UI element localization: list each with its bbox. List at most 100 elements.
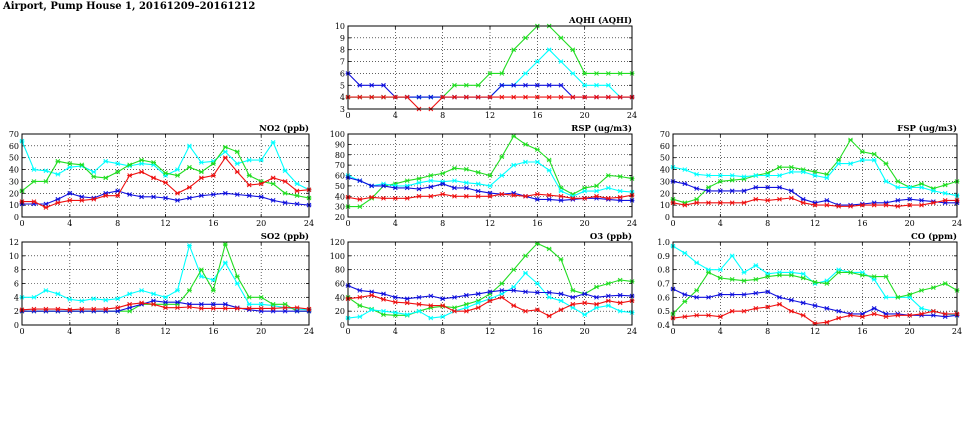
data-point	[55, 171, 61, 177]
data-point	[706, 188, 711, 194]
data-point	[381, 94, 386, 100]
data-point	[558, 35, 564, 41]
data-point	[79, 162, 85, 168]
data-point	[222, 149, 228, 155]
data-point	[187, 164, 192, 170]
data-point	[499, 173, 505, 178]
y-tick-label: 0	[665, 213, 670, 222]
data-point	[222, 241, 228, 247]
plot-frame	[347, 133, 633, 218]
data-point	[570, 305, 576, 311]
data-point	[617, 71, 623, 76]
series-red	[345, 191, 635, 202]
data-point	[392, 185, 398, 191]
data-point	[381, 291, 386, 297]
data-point	[357, 294, 363, 300]
data-point	[753, 263, 759, 268]
data-point	[282, 305, 288, 311]
data-point	[487, 94, 493, 100]
data-point	[31, 199, 37, 204]
data-point	[871, 306, 877, 311]
x-tick-label: 20	[580, 111, 590, 120]
y-tick-label: 80	[335, 151, 345, 160]
data-point	[55, 158, 61, 164]
data-point	[31, 167, 37, 172]
x-tick-label: 12	[810, 219, 820, 228]
data-point	[91, 169, 97, 175]
data-point	[558, 193, 564, 199]
x-tick-label: 24	[952, 219, 962, 228]
data-point	[717, 267, 723, 273]
data-point	[824, 281, 830, 286]
y-tick-label: 30	[9, 177, 19, 186]
data-point	[788, 297, 794, 303]
data-point	[463, 185, 469, 191]
data-point	[788, 164, 794, 170]
data-point	[582, 312, 588, 317]
data-point	[139, 194, 144, 200]
data-point	[103, 193, 109, 199]
data-point	[475, 188, 481, 194]
data-point	[31, 294, 37, 300]
data-point	[848, 312, 853, 318]
chart-title: RSP (ug/m3)	[571, 123, 632, 134]
data-point	[416, 308, 422, 314]
data-point	[440, 181, 446, 187]
data-point	[357, 288, 363, 293]
data-point	[187, 185, 192, 190]
data-point	[475, 291, 481, 297]
data-point	[594, 94, 599, 100]
data-point	[139, 169, 144, 175]
data-point	[907, 202, 913, 208]
data-point	[210, 277, 216, 283]
data-point	[741, 188, 747, 194]
data-point	[115, 169, 121, 175]
data-point	[558, 198, 564, 203]
data-point	[694, 288, 700, 293]
x-tick-label: 12	[485, 111, 495, 120]
data-point	[682, 181, 688, 187]
data-point	[753, 196, 759, 202]
data-point	[534, 197, 540, 202]
data-point	[198, 267, 204, 273]
data-point	[416, 176, 422, 181]
data-point	[682, 202, 688, 208]
y-tick-label: 40	[9, 166, 19, 175]
x-tick-label: 4	[67, 327, 72, 336]
data-point	[475, 181, 481, 187]
x-tick-label: 0	[19, 327, 24, 336]
data-point	[369, 194, 375, 200]
x-tick-label: 20	[580, 327, 590, 336]
chart-co: 0 4 8 12 16 20 24 0.4 0.5 0.6 0.7 0.8 0.9 1.0 CO (ppm)	[657, 231, 962, 336]
data-point	[416, 180, 422, 186]
plot-frame	[347, 25, 633, 110]
data-point	[570, 94, 576, 100]
data-point	[765, 304, 771, 310]
data-point	[848, 161, 853, 166]
data-point	[127, 162, 133, 168]
data-point	[617, 300, 623, 306]
x-tick-label: 8	[440, 327, 445, 336]
data-point	[812, 303, 818, 308]
data-point	[546, 167, 552, 173]
data-point	[187, 243, 192, 248]
chart-title: SO2 (ppb)	[261, 231, 309, 242]
data-point	[930, 308, 936, 314]
data-point	[942, 182, 948, 188]
data-point	[91, 174, 97, 180]
data-point	[246, 173, 252, 178]
data-point	[883, 314, 889, 320]
data-point	[187, 143, 192, 149]
data-point	[369, 307, 375, 313]
x-tick-label: 20	[905, 219, 915, 228]
data-point	[452, 294, 457, 300]
data-point	[452, 185, 457, 191]
data-point	[582, 291, 588, 297]
data-point	[582, 195, 588, 201]
data-point	[682, 292, 688, 297]
data-point	[582, 300, 588, 306]
data-point	[848, 203, 853, 209]
y-tick-label: 20	[335, 213, 345, 222]
x-tick-label: 8	[115, 219, 120, 228]
data-point	[198, 306, 204, 311]
